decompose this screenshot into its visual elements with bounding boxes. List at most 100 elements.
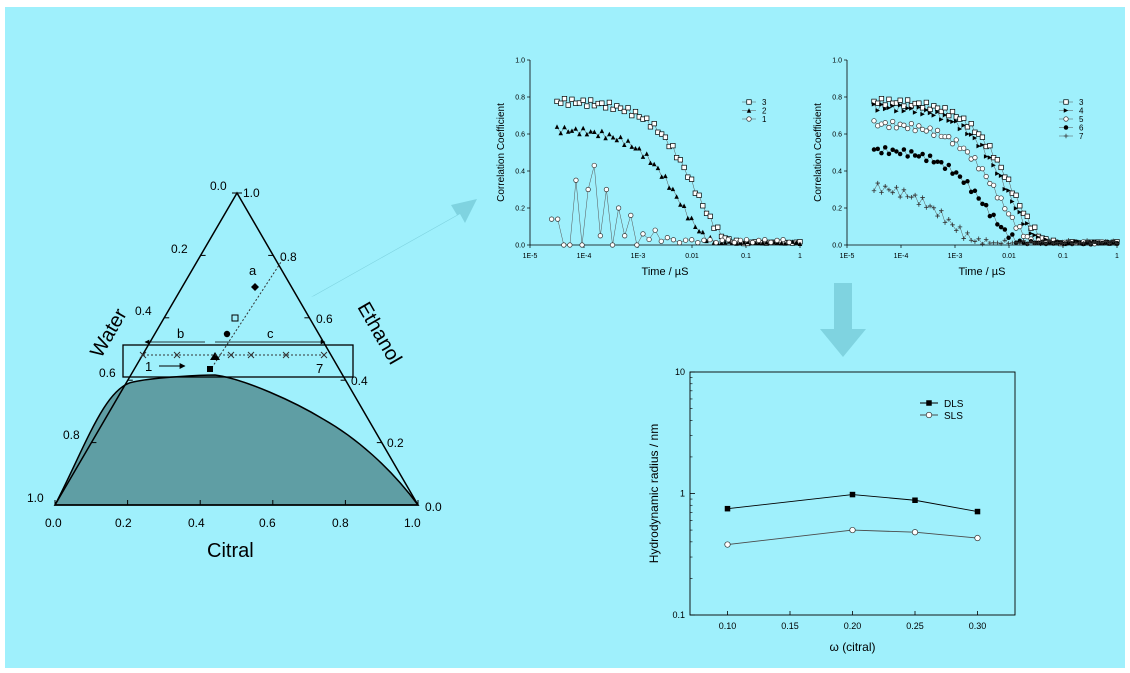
data-point <box>893 100 900 106</box>
data-point <box>762 237 768 243</box>
left-tick: 0.2 <box>171 242 188 256</box>
data-point <box>632 108 639 115</box>
data-point <box>849 526 856 534</box>
data-point <box>980 201 985 207</box>
data-point <box>666 185 672 190</box>
data-point <box>585 186 591 193</box>
bottom-tick: 0.6 <box>259 516 276 530</box>
data-point <box>879 102 884 107</box>
data-point <box>659 174 664 179</box>
left-tick: 0.0 <box>210 179 227 193</box>
data-point <box>911 529 919 536</box>
path-point <box>173 351 181 359</box>
data-point <box>609 242 616 248</box>
x-tick-label: 1E-5 <box>840 253 855 260</box>
citral-axis-label: Citral <box>207 540 254 562</box>
data-point <box>555 216 561 222</box>
data-point <box>658 238 664 244</box>
correlation-chart-left: 1E-5 1E-4 1E-3 0.01 0.1 1 0.0 0.2 0.4 0.6 0.8 1.0 Co… <box>496 58 803 278</box>
data-point <box>573 126 578 131</box>
data-point <box>935 109 940 115</box>
data-point <box>925 411 933 419</box>
data-point <box>548 216 555 222</box>
data-point <box>886 124 892 131</box>
data-point <box>886 96 892 102</box>
data-point <box>1005 176 1012 182</box>
legend-label: 6 <box>1079 124 1084 133</box>
data-point <box>916 123 922 129</box>
data-point <box>965 179 970 184</box>
x-tick-label: 0.01 <box>685 253 699 260</box>
data-point <box>938 108 944 115</box>
data-point <box>912 127 918 134</box>
data-point <box>780 237 786 243</box>
data-point <box>968 237 974 243</box>
data-point <box>1017 223 1023 230</box>
data-point <box>1013 206 1019 211</box>
data-point <box>737 237 744 243</box>
data-point <box>1017 209 1023 215</box>
data-point <box>1021 221 1026 227</box>
y-tick-label: 0.8 <box>515 95 525 102</box>
data-point <box>561 242 567 248</box>
right-tick: 0.6 <box>316 312 333 326</box>
y-tick-label: 1.0 <box>832 58 842 65</box>
data-point <box>724 505 731 512</box>
data-point <box>614 137 620 143</box>
right-tick: 0.4 <box>351 374 368 388</box>
data-point <box>980 142 985 148</box>
data-point <box>957 126 963 132</box>
legend-label: 3 <box>1079 98 1084 107</box>
data-point <box>901 147 907 152</box>
data-point <box>670 143 676 149</box>
data-point <box>569 128 575 133</box>
left-tick: 0.8 <box>63 428 80 442</box>
y-tick-label: 10 <box>675 367 685 377</box>
data-point <box>1002 227 1008 232</box>
data-point <box>998 241 1004 246</box>
data-point <box>1063 99 1069 105</box>
data-point <box>685 215 691 221</box>
data-point <box>617 105 624 111</box>
data-point <box>961 115 967 121</box>
legend: 321 <box>742 98 767 124</box>
data-point <box>561 96 568 102</box>
data-point <box>1006 241 1011 246</box>
data-point <box>1099 240 1105 246</box>
x-tick-label: 0.1 <box>1058 253 1068 260</box>
data-point <box>579 242 585 248</box>
data-point <box>1002 238 1008 243</box>
figure-canvas: 0.0 0.2 0.4 0.6 0.8 1.0 1.0 0.8 0.6 0.4 … <box>27 58 1120 654</box>
data-point <box>998 224 1004 230</box>
y-tick-label: 0.4 <box>832 169 842 176</box>
data-point <box>1047 238 1052 243</box>
data-point <box>983 154 989 159</box>
data-point <box>588 129 593 134</box>
data-point <box>1039 239 1045 244</box>
data-point <box>890 118 896 125</box>
data-point <box>696 228 702 234</box>
data-point <box>1024 213 1030 219</box>
data-point <box>622 142 627 147</box>
data-point <box>681 203 687 209</box>
data-point <box>576 100 583 106</box>
data-point <box>746 99 752 105</box>
data-point <box>707 237 713 243</box>
data-point <box>923 99 929 106</box>
data-point <box>610 106 616 112</box>
data-point <box>558 100 564 106</box>
data-point <box>651 121 657 127</box>
data-point <box>634 242 640 248</box>
right-tick: 0.8 <box>280 250 297 264</box>
data-point <box>700 203 706 209</box>
data-point <box>983 173 989 180</box>
data-point <box>953 118 959 124</box>
data-point <box>920 151 925 157</box>
data-point <box>974 534 981 542</box>
data-point <box>756 237 762 243</box>
data-point <box>957 174 963 179</box>
right-tick: 0.2 <box>387 436 404 450</box>
data-point <box>1063 108 1069 113</box>
x-tick-label: 1E-3 <box>948 253 963 260</box>
y-tick-label: 0.1 <box>672 610 685 620</box>
